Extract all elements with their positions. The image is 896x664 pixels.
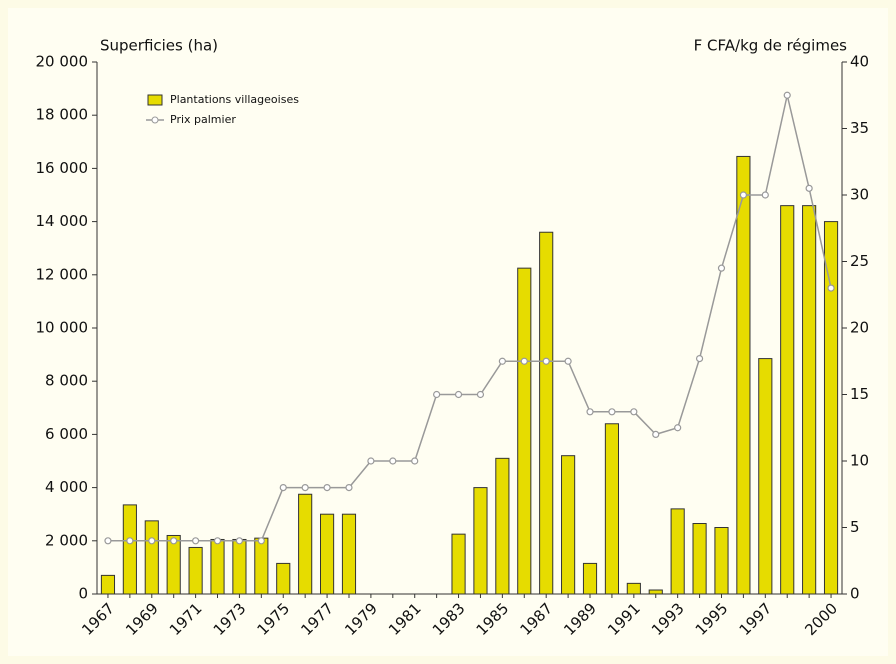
chart-panel [8, 8, 888, 656]
line-marker [433, 390, 441, 399]
line-marker [564, 357, 572, 365]
line-marker [170, 537, 178, 545]
bar [802, 205, 817, 595]
line-marker [126, 537, 134, 545]
line-marker [674, 424, 682, 432]
bar [714, 527, 729, 595]
y2-tick-label: 35 [850, 119, 869, 137]
bar [780, 205, 795, 595]
line-marker [498, 357, 506, 365]
bar [473, 487, 488, 595]
line-marker [367, 457, 375, 465]
y-tick-label: 16 000 [36, 159, 89, 177]
line-marker [279, 484, 287, 492]
line-marker [192, 537, 200, 545]
line-marker [542, 357, 550, 365]
y2-tick-label: 0 [850, 585, 860, 603]
bar [122, 504, 137, 595]
line-marker [454, 390, 463, 399]
y2-tick-label: 10 [850, 452, 869, 470]
line-marker [104, 537, 112, 545]
bar [561, 455, 576, 595]
y-tick-label: 20 000 [36, 53, 89, 71]
line-marker [520, 357, 528, 365]
line-marker [783, 91, 791, 99]
legend-label: Plantations villageoises [170, 93, 299, 106]
y-tick-label: 0 [78, 585, 88, 603]
line-marker [301, 484, 309, 492]
y-tick-label: 6 000 [45, 425, 88, 443]
y-tick-label: 10 000 [36, 319, 89, 337]
y2-axis-label: F CFA/kg de régimes [694, 37, 848, 55]
bar [736, 155, 751, 595]
bar [495, 457, 510, 595]
bar [648, 589, 663, 595]
y-tick-label: 14 000 [36, 212, 89, 230]
bar [276, 562, 291, 595]
y-tick-label: 2 000 [45, 531, 88, 549]
line-marker [652, 430, 660, 438]
y-tick-label: 12 000 [36, 265, 89, 283]
bar [254, 537, 269, 595]
y2-tick-label: 30 [850, 186, 869, 204]
bar [517, 267, 532, 595]
line-marker [148, 537, 156, 545]
line-marker [805, 184, 813, 192]
y-tick-label: 8 000 [45, 372, 88, 390]
legend-swatch [147, 94, 163, 106]
bar [692, 523, 707, 595]
y2-tick-label: 25 [850, 252, 869, 270]
bar [604, 423, 620, 595]
line-marker [213, 537, 222, 545]
bar [670, 508, 685, 595]
y2-tick-label: 5 [850, 518, 860, 536]
line-marker [345, 484, 353, 492]
bar [298, 493, 313, 595]
line-marker [827, 284, 835, 292]
bar [451, 533, 466, 595]
line-marker [717, 264, 726, 272]
bar [539, 231, 554, 595]
bar [210, 538, 225, 595]
line-marker [323, 484, 331, 492]
line-marker [235, 537, 244, 545]
bar [232, 538, 247, 595]
line-marker [739, 191, 747, 199]
bar [341, 513, 357, 595]
bar [626, 582, 641, 595]
line-marker [761, 191, 769, 199]
y2-tick-label: 40 [850, 53, 869, 71]
legend-label: Prix palmier [170, 113, 236, 126]
bar [166, 534, 181, 595]
line-marker [630, 408, 638, 416]
y-axis-label: Superficies (ha) [100, 37, 218, 55]
bar [100, 574, 116, 595]
y2-tick-label: 15 [850, 385, 869, 403]
line [107, 95, 832, 542]
legend-swatch [151, 116, 159, 124]
bar [758, 358, 773, 595]
line-marker [608, 408, 616, 416]
line-marker [389, 457, 397, 465]
bar [144, 520, 159, 595]
bar [320, 513, 335, 595]
y2-tick-label: 20 [850, 319, 869, 337]
y-tick-label: 4 000 [45, 478, 88, 496]
line-marker [695, 354, 704, 363]
bar [582, 562, 598, 595]
line-marker [476, 390, 485, 399]
line-marker [257, 537, 265, 545]
bar [823, 221, 839, 595]
bar [188, 546, 203, 595]
line-marker [586, 408, 594, 416]
line-marker [411, 457, 419, 465]
y-tick-label: 18 000 [36, 106, 89, 124]
